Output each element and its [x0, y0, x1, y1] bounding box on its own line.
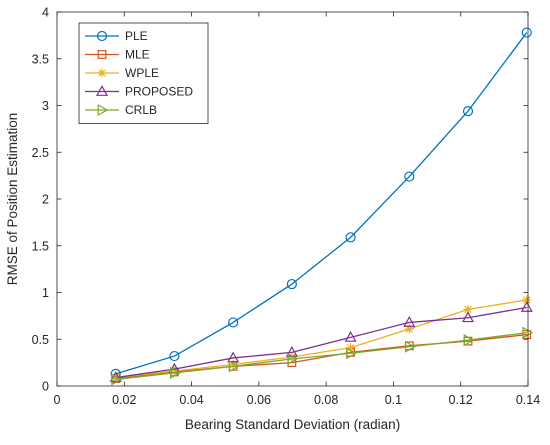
y-tick-label: 2.5 [32, 146, 49, 160]
data-point-crlb [170, 366, 181, 379]
legend-label-crlb: CRLB [125, 103, 157, 117]
x-tick-label: 0.02 [112, 393, 136, 407]
x-tick-label: 0.06 [247, 393, 271, 407]
legend-entry-mle: MLE [85, 48, 150, 62]
y-tick-label: 2 [42, 193, 49, 207]
legend-entry-proposed: PROPOSED [85, 85, 193, 99]
series-wple [111, 295, 532, 383]
x-tick-label: 0.1 [385, 393, 402, 407]
data-point-crlb [111, 373, 123, 386]
legend-label-proposed: PROPOSED [125, 85, 193, 99]
y-tick-label: 3 [42, 99, 49, 113]
data-point-wple [228, 359, 238, 369]
legend-marker-wple [97, 68, 107, 78]
data-point-proposed [109, 371, 122, 382]
data-point-wple [346, 343, 356, 353]
legend-marker-ple [96, 30, 108, 42]
y-tick-label: 3.5 [32, 52, 49, 66]
data-point-wple [287, 352, 297, 362]
y-tick-label: 4 [42, 6, 49, 20]
data-point-crlb [522, 326, 534, 339]
legend-marker-proposed [95, 85, 109, 96]
x-tick-label: 0.12 [449, 393, 473, 407]
x-tick-label: 0 [54, 393, 61, 407]
legend-marker-crlb [97, 103, 109, 117]
y-axis-label: RMSE of Position Estimation [5, 113, 20, 286]
data-point-ple [462, 106, 474, 117]
legend-label-ple: PLE [125, 29, 148, 43]
x-tick-label: 0.14 [516, 393, 540, 407]
data-point-wple [463, 304, 473, 314]
series-proposed [109, 301, 533, 382]
data-point-ple [345, 232, 356, 243]
series-line-proposed [115, 306, 527, 379]
series-crlb [111, 326, 534, 386]
data-point-proposed [344, 330, 357, 342]
y-tick-label: 1 [42, 286, 49, 300]
data-point-proposed [227, 351, 240, 363]
x-tick-label: 0.04 [179, 393, 203, 407]
data-point-ple [228, 317, 239, 328]
x-tick-label: 0.08 [314, 393, 338, 407]
data-point-proposed [461, 311, 475, 323]
data-point-crlb [287, 352, 299, 365]
data-point-wple [169, 366, 179, 376]
series-line-ple [115, 32, 528, 375]
x-axis-label: Bearing Standard Deviation (radian) [185, 417, 400, 432]
data-point-proposed [403, 315, 416, 327]
series-layer [109, 27, 534, 386]
legend-marker-mle [97, 50, 107, 59]
legend-entry-wple: WPLE [85, 66, 159, 80]
data-point-wple [522, 295, 532, 305]
y-tick-label: 0 [42, 380, 49, 394]
data-point-crlb [404, 340, 416, 353]
data-point-crlb [463, 334, 475, 347]
data-point-ple [404, 171, 415, 182]
data-point-ple [521, 27, 532, 38]
legend-entry-ple: PLE [85, 29, 148, 43]
legend: PLE MLE WPLE PROPOSED CRLB [78, 22, 209, 124]
series-line-wple [115, 299, 527, 379]
legend-entry-crlb: CRLB [85, 103, 157, 117]
data-point-ple [169, 350, 180, 362]
data-point-wple [404, 324, 414, 334]
y-tick-label: 0.5 [32, 333, 49, 347]
legend-label-wple: WPLE [125, 66, 159, 80]
data-point-proposed [520, 301, 533, 312]
data-point-ple [286, 278, 297, 290]
data-point-crlb [346, 347, 358, 360]
data-point-crlb [228, 360, 240, 373]
axes-layer: 0 0.02 0.04 0.06 0.08 0.1 0.12 0.14 0 0.5 1 1.5 2 2.5… [32, 6, 541, 408]
series-line-crlb [115, 332, 527, 381]
y-tick-label: 1.5 [32, 239, 49, 253]
legend-label-mle: MLE [125, 48, 150, 62]
